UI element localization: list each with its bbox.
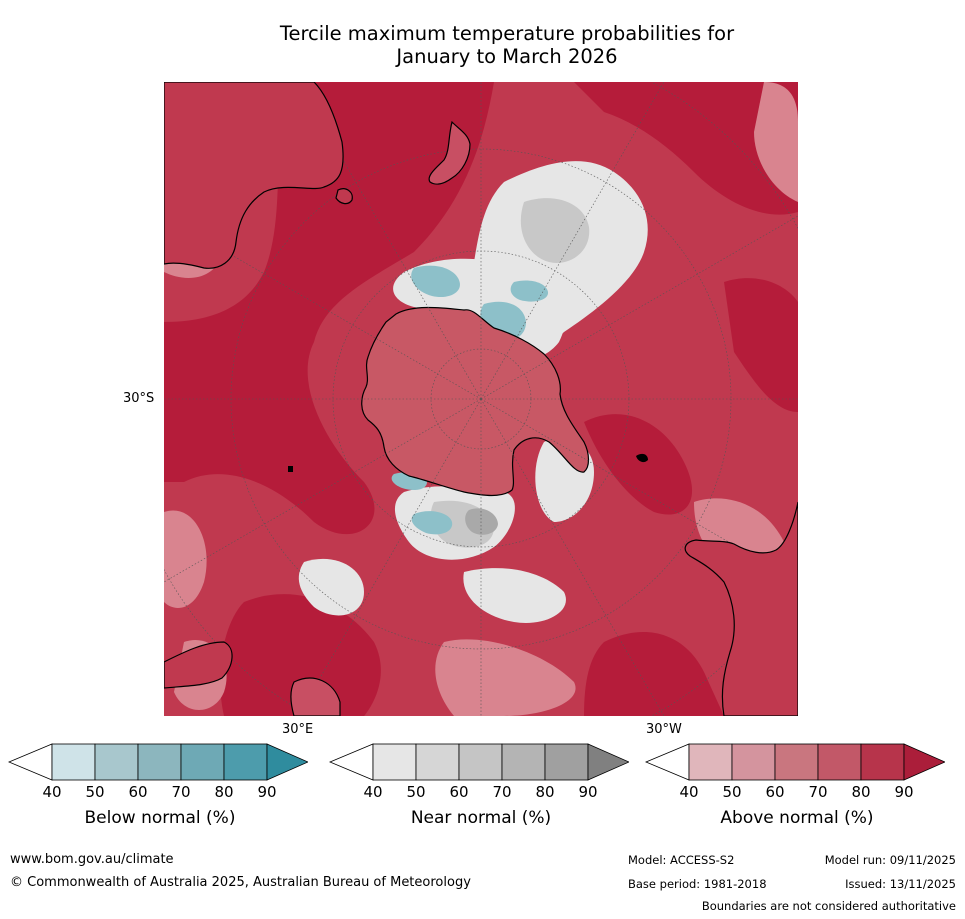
- below-normal-tick: 40: [42, 783, 62, 801]
- map-title-line2: January to March 2026: [396, 45, 618, 68]
- model-run-text: Model run: 09/11/2025: [824, 853, 956, 867]
- below-normal-swatch: [137, 743, 182, 781]
- above-normal-swatch: [688, 743, 733, 781]
- below-normal-tick: 60: [128, 783, 148, 801]
- madagascar-coastline: [290, 677, 341, 716]
- above-normal-tick: 50: [722, 783, 742, 801]
- above-normal-swatch-min: [645, 743, 690, 781]
- above-normal-tick: 40: [679, 783, 699, 801]
- below-normal-colorbar: [8, 743, 308, 781]
- below-normal-tick: 50: [85, 783, 105, 801]
- antarctica-landmass: [361, 306, 590, 497]
- island-marker: [288, 466, 293, 472]
- new-zealand-coastline: [428, 120, 471, 185]
- below-normal-swatch-max: [266, 743, 308, 781]
- south-america-coastline: [684, 501, 798, 716]
- below-normal-swatch: [94, 743, 139, 781]
- near-normal-label: Near normal (%): [410, 808, 552, 828]
- boundaries-disclaimer: Boundaries are not considered authoritat…: [701, 899, 956, 913]
- above-normal-label: Above normal (%): [720, 808, 874, 828]
- above-normal-swatch: [817, 743, 862, 781]
- above-normal-colorbar: [645, 743, 945, 781]
- below-normal-swatch: [51, 743, 96, 781]
- below-normal-label: Below normal (%): [84, 808, 236, 828]
- near-normal-swatch-max: [587, 743, 629, 781]
- below-normal-tick: 90: [257, 783, 277, 801]
- lon-label-30w: 30°W: [646, 722, 682, 737]
- map-title: Tercile maximum temperature probabilitie…: [0, 22, 965, 68]
- below-normal-swatch: [180, 743, 225, 781]
- near-normal-swatch: [372, 743, 417, 781]
- above-normal-tick: 70: [808, 783, 828, 801]
- above-normal-tick: 60: [765, 783, 785, 801]
- website-link[interactable]: www.bom.gov.au/climate: [10, 852, 174, 867]
- below-normal-tick: 80: [214, 783, 234, 801]
- copyright-text: © Commonwealth of Australia 2025, Austra…: [10, 875, 471, 890]
- above-normal-swatch-max: [903, 743, 945, 781]
- below-normal-tick: 70: [171, 783, 191, 801]
- near-normal-swatch: [501, 743, 546, 781]
- polar-map: [164, 82, 798, 716]
- model-text: Model: ACCESS-S2: [628, 853, 735, 867]
- above-normal-high-regions: [164, 82, 798, 716]
- near-normal-swatch-min: [329, 743, 374, 781]
- near-normal-tick: 80: [535, 783, 555, 801]
- issued-text: Issued: 13/11/2025: [845, 877, 956, 891]
- south-africa-coastline: [164, 641, 233, 689]
- near-normal-colorbar: [329, 743, 629, 781]
- above-normal-swatch: [731, 743, 776, 781]
- near-normal-swatch: [544, 743, 589, 781]
- base-period-text: Base period: 1981-2018: [628, 877, 767, 891]
- near-normal-tick: 70: [492, 783, 512, 801]
- falkland-islands: [636, 453, 648, 463]
- near-normal-swatch: [415, 743, 460, 781]
- lat-label-30s: 30°S: [123, 391, 155, 406]
- below-normal-swatch: [223, 743, 268, 781]
- australia-coastline: [164, 82, 344, 269]
- near-normal-tick: 50: [406, 783, 426, 801]
- above-normal-tick: 90: [894, 783, 914, 801]
- near-normal-tick: 40: [363, 783, 383, 801]
- above-normal-swatch: [860, 743, 905, 781]
- above-normal-swatch: [774, 743, 819, 781]
- below-normal-swatch-min: [8, 743, 53, 781]
- above-normal-tick: 80: [851, 783, 871, 801]
- lon-label-30e: 30°E: [282, 722, 314, 737]
- near-normal-tick: 90: [578, 783, 598, 801]
- near-normal-tick: 60: [449, 783, 469, 801]
- tasmania-coastline: [335, 188, 353, 205]
- near-normal-swatch: [458, 743, 503, 781]
- map-title-line1: Tercile maximum temperature probabilitie…: [279, 22, 735, 45]
